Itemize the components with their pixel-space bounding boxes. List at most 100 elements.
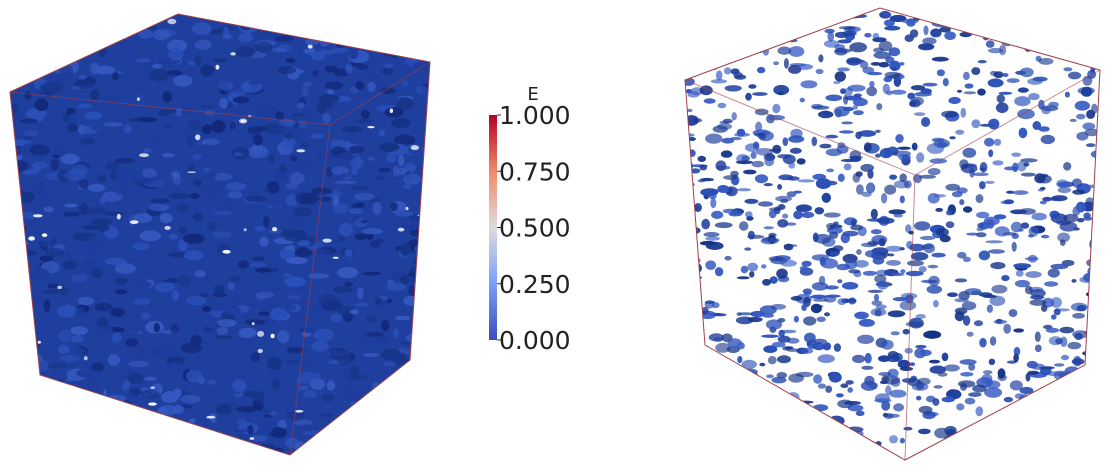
isosurface-blob: [417, 339, 425, 353]
isosurface-blob: [414, 264, 430, 276]
isosurface-blob: [688, 149, 696, 157]
isosurface-blob: [963, 71, 970, 81]
isosurface-blob: [324, 65, 338, 73]
isosurface-blob: [870, 229, 882, 235]
isosurface-blob: [229, 121, 236, 130]
isosurface-blob: [297, 240, 311, 247]
isosurface-blob: [1071, 17, 1077, 26]
isosurface-blob: [189, 192, 200, 199]
isosurface-blob: [148, 203, 170, 212]
isosurface-blob: [1040, 134, 1056, 145]
isosurface-blob: [989, 336, 997, 346]
isosurface-blob: [891, 66, 897, 71]
isosurface-blob: [211, 120, 226, 133]
isosurface-blob: [936, 14, 943, 19]
isosurface-blob: [170, 310, 177, 319]
isosurface-blob: [1072, 189, 1085, 195]
isosurface-blob: [1025, 271, 1042, 278]
isosurface-blob: [1030, 295, 1045, 300]
isosurface-blob: [858, 130, 877, 137]
isosurface-blob: [875, 269, 890, 277]
isosurface-blob: [854, 311, 869, 320]
isosurface-blob: [159, 213, 173, 224]
isosurface-blob: [878, 61, 890, 68]
isosurface-blob: [799, 266, 808, 271]
isosurface-blob: [17, 41, 26, 52]
isosurface-blob: [158, 109, 170, 117]
isosurface-blob: [1083, 212, 1091, 219]
isosurface-blob: [187, 171, 196, 174]
isosurface-blob: [57, 296, 67, 303]
isosurface-blob: [322, 113, 331, 124]
isosurface-blob: [346, 407, 369, 420]
isosurface-blob: [313, 328, 335, 342]
isosurface-blob: [58, 21, 77, 35]
isosurface-blob: [81, 421, 96, 430]
isosurface-blob: [834, 48, 852, 53]
isosurface-blob: [1076, 113, 1086, 120]
isosurface-blob: [41, 427, 51, 431]
isosurface-blob: [10, 278, 30, 290]
isosurface-blob: [853, 110, 864, 116]
isosurface-blob: [833, 80, 841, 85]
isosurface-blob: [324, 81, 344, 90]
isosurface-blob: [1087, 342, 1100, 353]
isosurface-blob: [994, 435, 1008, 440]
isosurface-blob: [310, 14, 327, 21]
isosurface-blob: [773, 61, 779, 66]
isosurface-blob: [784, 425, 794, 432]
isosurface-blob: [220, 198, 237, 212]
isosurface-blob: [150, 386, 155, 389]
isosurface-blob: [93, 445, 114, 455]
isosurface-blob: [697, 155, 707, 162]
isosurface-blob: [975, 194, 984, 204]
isosurface-blob: [1000, 200, 1014, 205]
isosurface-blob: [767, 356, 777, 365]
isosurface-blob: [721, 53, 735, 60]
isosurface-blob: [40, 412, 47, 415]
isosurface-blob: [318, 294, 339, 307]
isosurface-blob: [842, 30, 857, 36]
isosurface-blob: [811, 254, 830, 261]
isosurface-blob: [389, 32, 407, 45]
isosurface-blob: [1059, 21, 1078, 26]
isosurface-blob: [731, 112, 737, 121]
isosurface-blob: [1072, 330, 1089, 339]
isosurface-blob: [295, 192, 312, 205]
isosurface-blob: [222, 34, 233, 40]
isosurface-blob: [778, 329, 785, 337]
isosurface-blob: [367, 81, 376, 93]
isosurface-blob: [759, 429, 774, 434]
isosurface-blob: [252, 397, 261, 411]
isosurface-blob: [348, 48, 359, 60]
isosurface-blob: [235, 406, 257, 413]
isosurface-blob: [378, 129, 386, 137]
colorbar-gradient: [489, 115, 497, 340]
isosurface-blob: [701, 306, 709, 315]
isosurface-blob: [256, 104, 278, 117]
isosurface-blob: [908, 317, 924, 329]
isosurface-blob: [122, 430, 138, 435]
isosurface-blob: [295, 287, 311, 294]
isosurface-blob: [350, 86, 359, 94]
isosurface-blob: [1079, 434, 1089, 443]
isosurface-blob: [1037, 452, 1051, 460]
isosurface-blob: [49, 391, 68, 399]
isosurface-blob: [954, 448, 966, 459]
isosurface-blob: [922, 82, 938, 87]
isosurface-blob: [110, 307, 125, 317]
isosurface-blob: [91, 432, 101, 443]
isosurface-blob: [827, 31, 835, 42]
isosurface-blob: [168, 362, 184, 373]
isosurface-blob: [228, 295, 244, 303]
isosurface-blob: [732, 29, 741, 40]
isosurface-blob: [249, 437, 255, 440]
isosurface-blob: [1071, 178, 1083, 188]
isosurface-blob: [948, 96, 961, 105]
isosurface-blob: [904, 180, 912, 189]
isosurface-blob: [293, 206, 312, 218]
isosurface-blob: [837, 399, 853, 409]
isosurface-blob: [761, 334, 779, 338]
isosurface-blob: [130, 281, 152, 288]
isosurface-blob: [751, 411, 768, 423]
